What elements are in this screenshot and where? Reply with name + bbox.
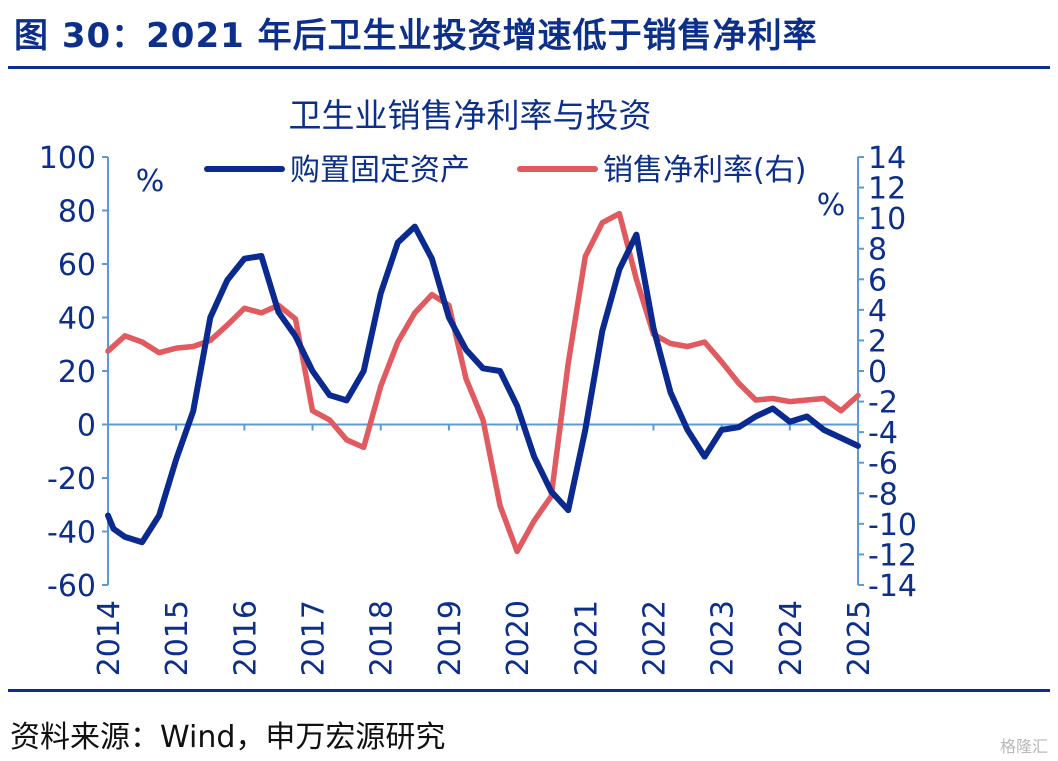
x-tick-label: 2022 — [637, 600, 672, 676]
figure-title: 图 30：2021 年后卫生业投资增速低于销售净利率 — [14, 16, 818, 56]
right-tick-label: 6 — [868, 263, 887, 298]
right-tick-label: 10 — [868, 202, 906, 237]
footer-rule — [8, 689, 1050, 692]
right-tick-label: -12 — [868, 538, 917, 573]
right-tick-label: 12 — [868, 172, 906, 207]
watermark: 格隆汇 — [999, 737, 1048, 756]
axes: 100806040200-20-40-6014121086420-2-4-6-8… — [39, 141, 917, 676]
x-tick-label: 2021 — [569, 600, 604, 676]
x-tick-label: 2019 — [433, 600, 468, 676]
title-rule — [8, 66, 1050, 69]
right-tick-label: 4 — [868, 294, 887, 329]
right-tick-label: 8 — [868, 233, 887, 268]
x-tick-label: 2016 — [228, 600, 263, 676]
right-tick-label: -14 — [868, 569, 917, 604]
left-tick-label: 100 — [39, 141, 96, 176]
legend-label: 销售净利率(右) — [603, 153, 806, 188]
legend-label: 购置固定资产 — [290, 153, 470, 188]
source-note: 资料来源：Wind，申万宏源研究 — [10, 720, 446, 755]
right-tick-label: 14 — [868, 141, 906, 176]
legend: 购置固定资产 销售净利率(右) — [204, 153, 806, 188]
right-tick-label: 0 — [868, 355, 887, 390]
left-tick-label: 0 — [77, 409, 96, 444]
left-tick-label: -40 — [47, 516, 96, 551]
plot-lines — [105, 210, 861, 555]
x-tick-label: 2017 — [297, 600, 332, 676]
right-tick-label: -4 — [868, 416, 898, 451]
left-tick-label: -60 — [47, 569, 96, 604]
right-tick-label: -10 — [868, 508, 917, 543]
x-tick-label: 2014 — [92, 600, 127, 676]
x-tick-label: 2015 — [160, 600, 195, 676]
series-line-net-margin — [105, 210, 861, 555]
x-tick-label: 2020 — [501, 600, 536, 676]
x-tick-label: 2018 — [365, 600, 400, 676]
chart-canvas: 卫生业销售净利率与投资 100806040200-20-40-601412108… — [39, 96, 917, 676]
x-tick-label: 2023 — [706, 600, 741, 676]
right-tick-label: -6 — [868, 447, 898, 482]
right-tick-label: -8 — [868, 477, 898, 512]
x-tick-label: 2024 — [774, 600, 809, 676]
left-tick-label: 40 — [58, 302, 96, 337]
series-line-fixed-assets — [105, 223, 861, 546]
chart-title: 卫生业销售净利率与投资 — [289, 96, 652, 135]
right-tick-label: 2 — [868, 324, 887, 359]
left-tick-label: 80 — [58, 195, 96, 230]
right-unit-label: % — [817, 188, 846, 223]
x-tick-label: 2025 — [842, 600, 877, 676]
left-tick-label: 20 — [58, 355, 96, 390]
right-tick-label: -2 — [868, 386, 898, 421]
left-tick-label: -20 — [47, 462, 96, 497]
left-tick-label: 60 — [58, 248, 96, 283]
left-unit-label: % — [136, 164, 165, 199]
